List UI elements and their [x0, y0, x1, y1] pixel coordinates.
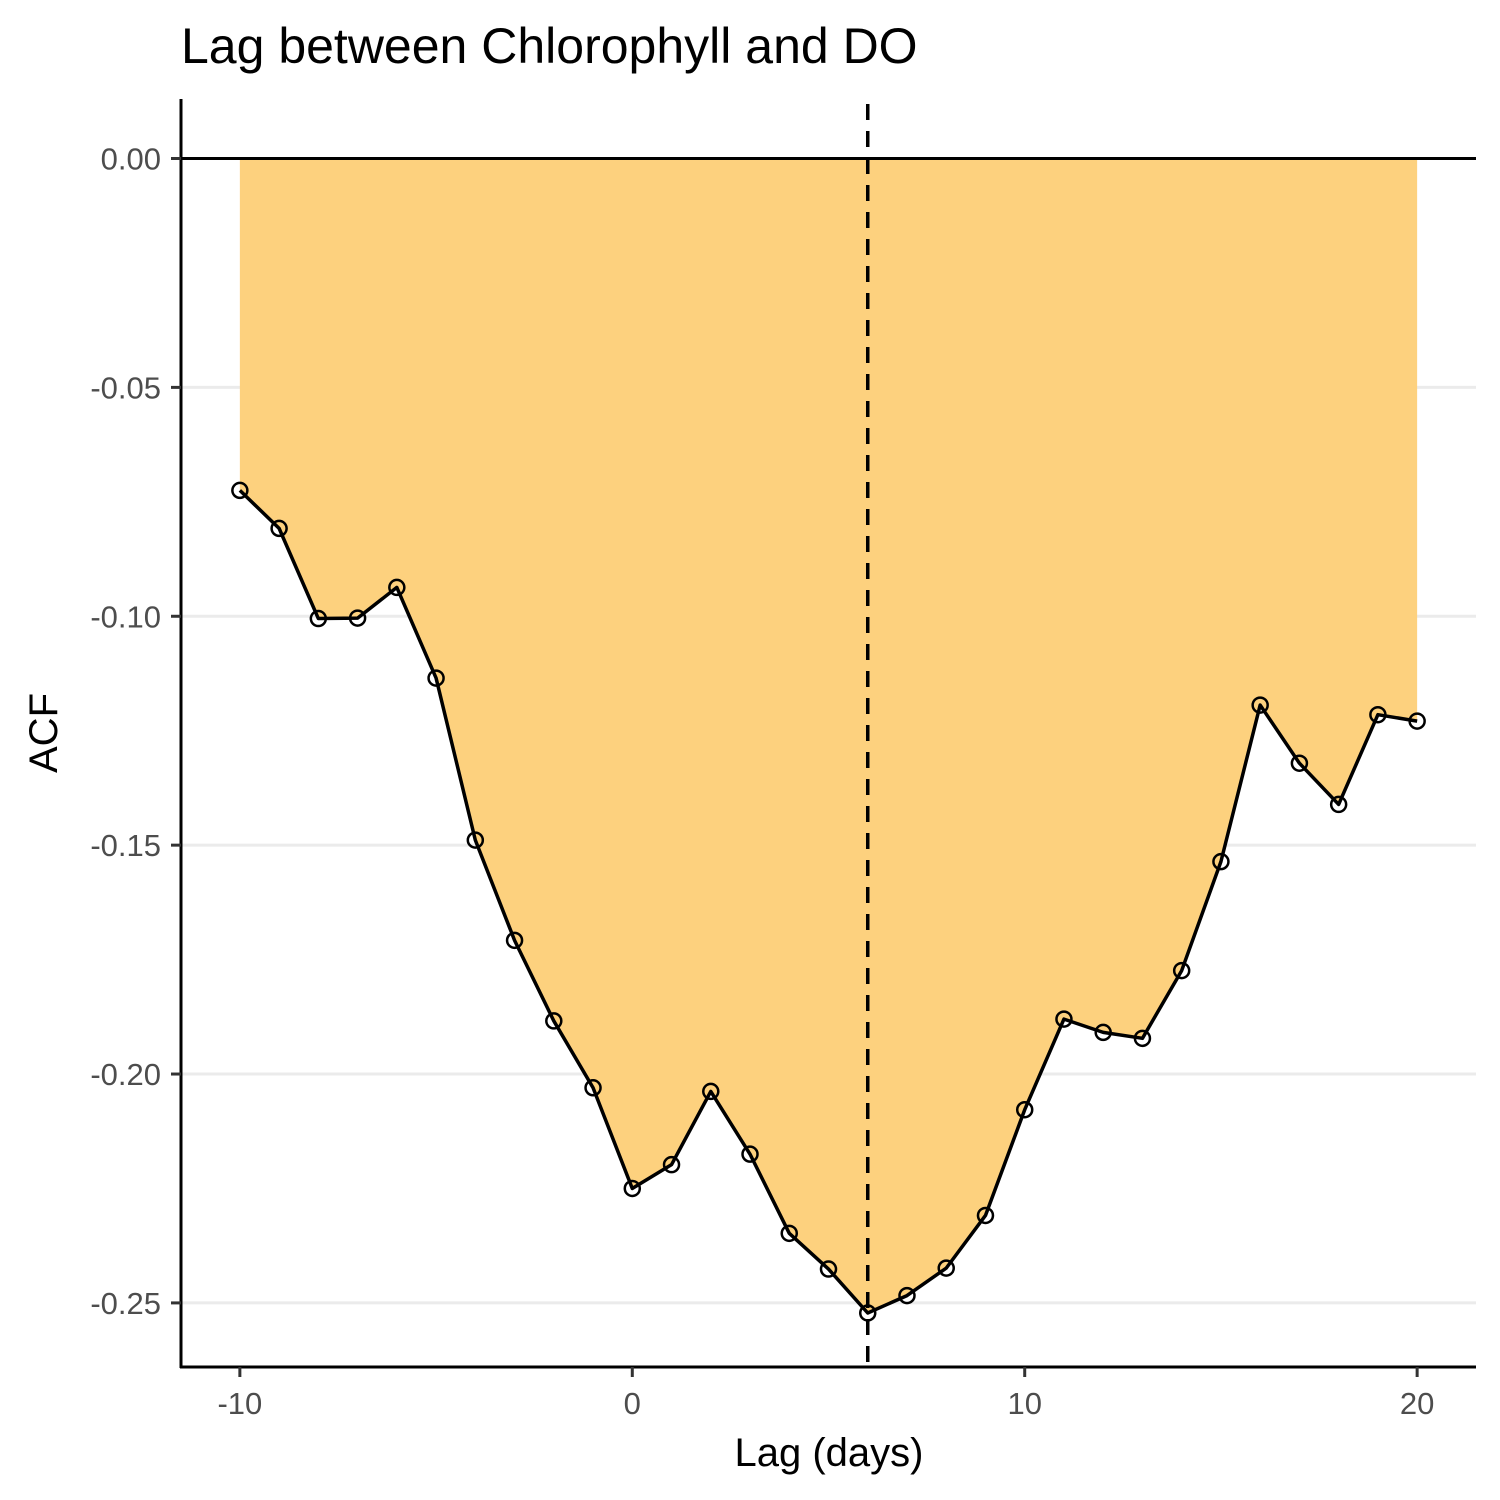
acf-area-fill	[239, 158, 1418, 1313]
data-point-lag-0	[623, 1179, 642, 1198]
data-point-lag-9	[976, 1206, 995, 1225]
y-axis-title: ACF	[22, 693, 66, 773]
data-point-lag--9	[270, 519, 288, 538]
x-tick-label: 10	[1007, 1386, 1041, 1421]
data-point-lag-17	[1290, 754, 1309, 772]
data-point-lag-2	[702, 1082, 720, 1101]
y-tick-label: -0.15	[90, 828, 161, 863]
data-point-lag-18	[1329, 795, 1348, 814]
data-point-lag--2	[545, 1012, 563, 1030]
data-point-lag-7	[898, 1286, 916, 1305]
data-point-lag-16	[1251, 696, 1269, 714]
series-line-layer	[238, 489, 1418, 1315]
data-point-lag--4	[466, 831, 485, 849]
x-tick-label: 0	[624, 1386, 641, 1421]
data-point-lag-19	[1369, 705, 1387, 724]
data-point-lag--8	[309, 609, 328, 628]
data-points	[231, 481, 1426, 1322]
area-layer	[239, 158, 1418, 1313]
data-point-lag--7	[348, 609, 367, 627]
x-axis-title: Lag (days)	[735, 1431, 924, 1475]
data-point-lag-10	[1015, 1100, 1034, 1119]
data-point-lag-12	[1094, 1023, 1112, 1042]
data-point-lag-15	[1212, 852, 1230, 871]
data-point-lag-11	[1055, 1010, 1073, 1028]
data-point-lag--10	[231, 481, 249, 500]
y-tick-label: -0.05	[90, 370, 161, 405]
y-tick-label: 0.00	[101, 142, 161, 177]
x-tick-label: -10	[217, 1386, 262, 1421]
data-point-lag-6	[858, 1304, 877, 1322]
y-axis-ticks: 0.00 -0.05 -0.10 -0.15 -0.20 -0.25	[90, 142, 181, 1321]
y-tick-label: -0.10	[90, 599, 161, 634]
chart-title: Lag between Chlorophyll and DO	[181, 18, 918, 74]
data-point-lag-20	[1408, 712, 1426, 730]
data-point-lag--1	[584, 1079, 602, 1097]
x-tick-label: 20	[1400, 1386, 1434, 1421]
data-point-lag-8	[937, 1259, 955, 1277]
axes	[179, 99, 1476, 1369]
data-point-lag--6	[388, 578, 406, 597]
data-point-lag-13	[1133, 1029, 1152, 1048]
acf-series-line	[238, 489, 1418, 1315]
data-point-lag-1	[662, 1155, 681, 1174]
y-tick-label: -0.25	[90, 1286, 161, 1321]
y-tick-label: -0.20	[90, 1057, 161, 1092]
data-point-lag--5	[427, 669, 445, 687]
data-point-lag-5	[819, 1260, 838, 1278]
data-point-lag-3	[741, 1145, 759, 1163]
data-point-lag--3	[505, 931, 524, 950]
x-axis-ticks: -10 0 10 20	[217, 1367, 1434, 1421]
data-point-lag-14	[1172, 961, 1191, 980]
data-point-lag-4	[780, 1224, 799, 1243]
